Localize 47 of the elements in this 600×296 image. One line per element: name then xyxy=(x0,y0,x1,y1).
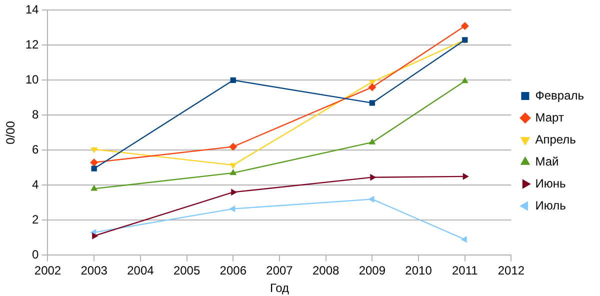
y-tick-label: 6 xyxy=(32,142,40,157)
legend-label: Июль xyxy=(535,198,566,212)
point xyxy=(229,142,238,151)
y-tick-label: 0 xyxy=(32,248,40,262)
x-tick-label: 2009 xyxy=(358,264,386,278)
point xyxy=(460,236,467,243)
point xyxy=(90,184,98,191)
point xyxy=(90,147,98,154)
legend-label: Май xyxy=(535,154,559,168)
y-tick-label: 4 xyxy=(32,178,40,192)
y-tick-label: 12 xyxy=(25,38,40,52)
point xyxy=(230,168,237,175)
x-tick-label: 2006 xyxy=(220,264,247,278)
legend-label: Апрель xyxy=(535,132,576,146)
point xyxy=(368,83,376,92)
point xyxy=(230,77,236,84)
y-axis-title: 0/00 xyxy=(4,120,18,144)
point xyxy=(90,158,98,166)
point xyxy=(368,196,374,203)
x-tick-label: 2012 xyxy=(498,264,525,278)
x-tick-label: 2003 xyxy=(80,264,108,278)
x-axis-title: Год xyxy=(270,281,290,296)
x-tick-label: 2008 xyxy=(312,264,340,278)
point xyxy=(229,205,236,212)
y-tick-label: 8 xyxy=(32,108,40,122)
x-tick-label: 2010 xyxy=(405,264,432,278)
x-tick-label: 2011 xyxy=(452,264,478,278)
point xyxy=(230,163,237,170)
y-tick-label: 2 xyxy=(32,212,40,227)
point xyxy=(369,100,376,106)
point xyxy=(370,174,376,181)
x-tick-label: 2005 xyxy=(173,264,200,278)
legend-label: Март xyxy=(535,110,564,124)
point xyxy=(368,138,376,144)
point xyxy=(462,172,469,180)
legend-label: Июнь xyxy=(535,176,566,190)
point xyxy=(91,166,97,172)
x-tick-label: 2004 xyxy=(127,264,154,278)
point xyxy=(461,77,468,84)
point xyxy=(460,22,469,30)
x-tick-label: 2007 xyxy=(266,264,294,278)
y-tick-label: 14 xyxy=(25,2,40,17)
y-tick-label: 10 xyxy=(25,72,40,87)
point xyxy=(92,232,98,240)
x-tick-label: 2002 xyxy=(34,264,62,278)
legend-label: Февраль xyxy=(535,88,584,102)
point xyxy=(231,188,238,196)
